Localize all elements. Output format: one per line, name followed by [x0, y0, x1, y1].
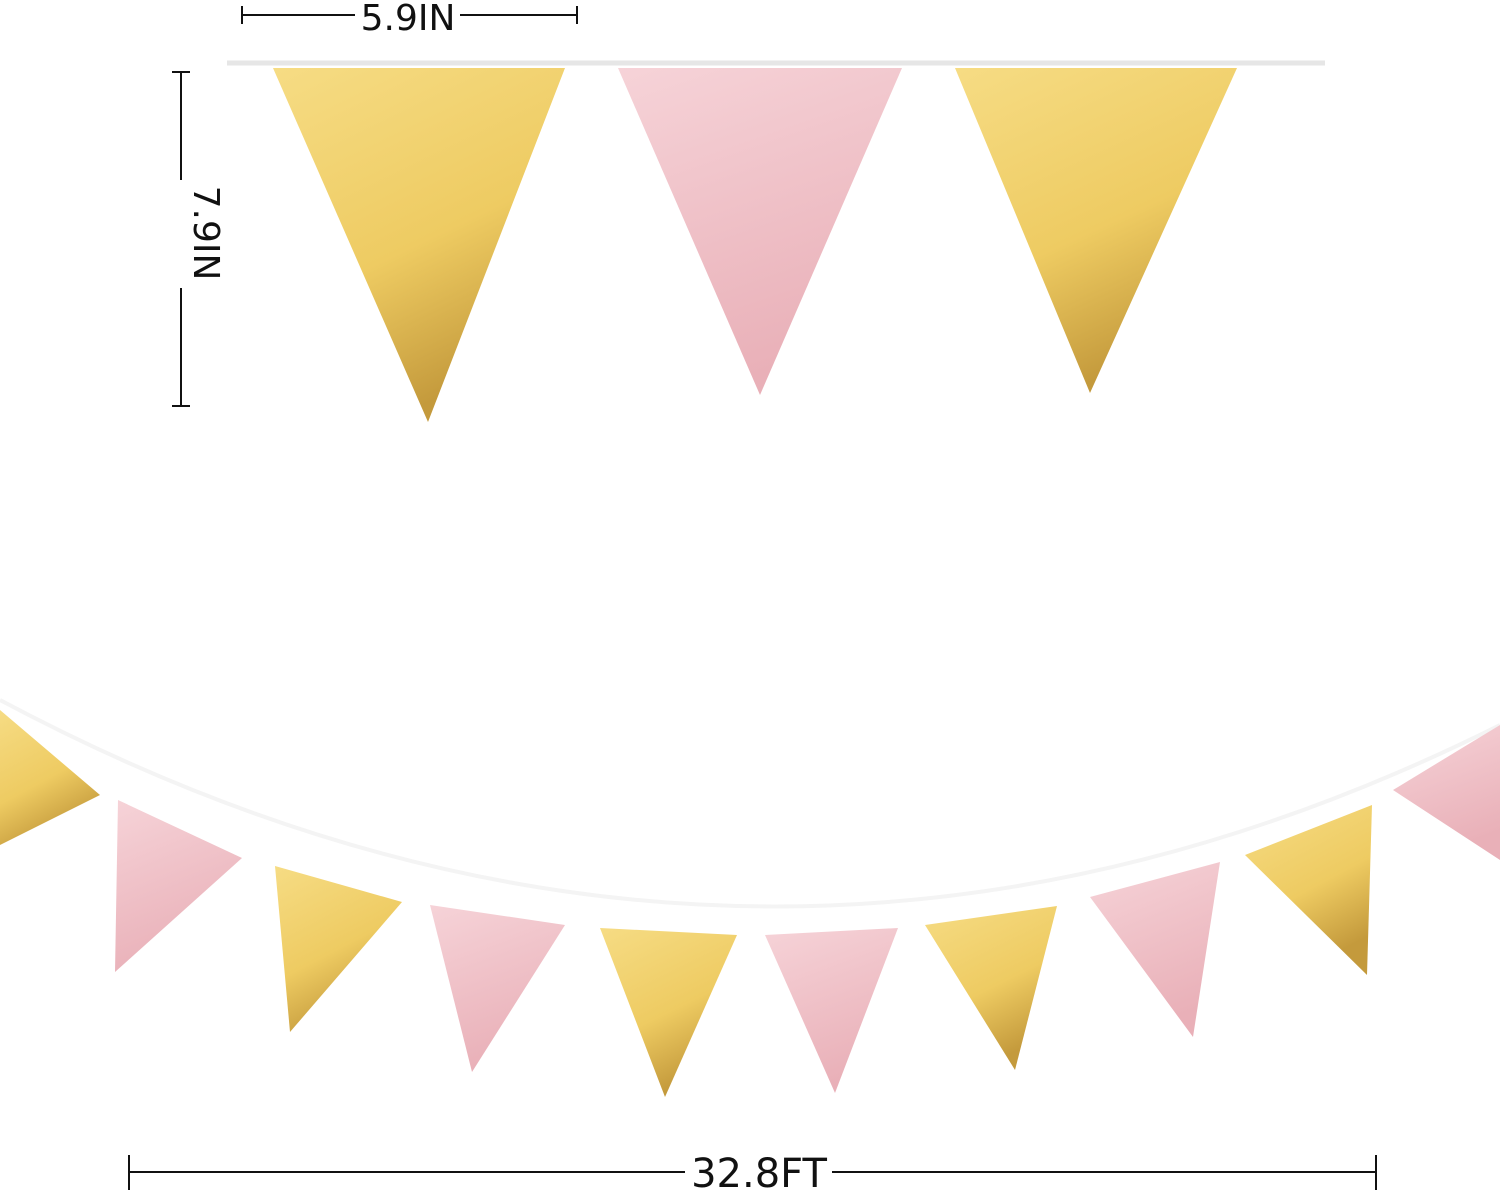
flag-gold [955, 68, 1237, 393]
bottom-flags [0, 710, 1500, 1097]
flag-pink [618, 68, 902, 395]
flag-gold [273, 68, 565, 422]
top-flags [273, 68, 1237, 422]
flag-gold [1245, 805, 1372, 975]
bottom-string [0, 698, 1500, 909]
flag-gold [0, 710, 100, 845]
height-label: 7.9IN [185, 186, 226, 281]
flag-gold [275, 866, 402, 1032]
flag-pink [115, 800, 242, 972]
height-dimension [172, 71, 190, 407]
flag-gold [925, 906, 1057, 1070]
width-dimension [241, 6, 578, 24]
flag-pink [430, 905, 565, 1072]
flag-pink [1090, 862, 1220, 1037]
flag-pink [1393, 725, 1500, 860]
length-dimension [128, 1155, 1377, 1190]
flag-gold [600, 928, 737, 1097]
width-label: 5.9IN [361, 0, 456, 39]
length-label: 32.8FT [691, 1151, 827, 1195]
flag-pink [765, 928, 898, 1093]
